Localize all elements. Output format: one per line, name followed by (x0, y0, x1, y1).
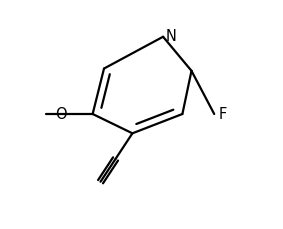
Text: F: F (218, 107, 227, 122)
Text: N: N (166, 29, 177, 44)
Text: O: O (55, 107, 67, 122)
Text: O: O (36, 95, 48, 110)
